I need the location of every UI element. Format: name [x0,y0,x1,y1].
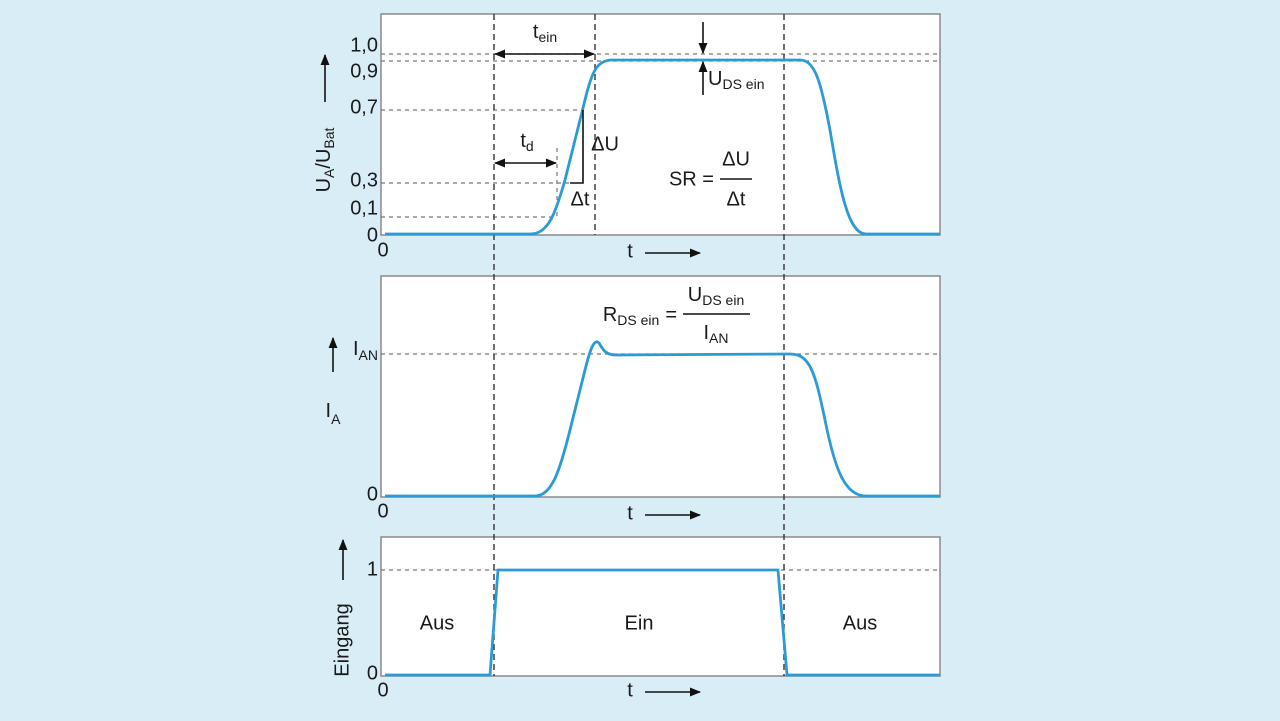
input-curve [385,568,940,677]
y-axis-label: UA/UBat [313,127,336,192]
label-sub: DS ein [722,76,764,92]
formula-lhs: SR = [669,168,714,190]
label-sub: DS ein [702,292,744,308]
tick-label: 1 [367,558,378,580]
t-ein-label: tein [533,21,557,44]
y-axis-label: IA [326,400,342,426]
label-sub: AN [709,330,728,346]
label-sub: Bat [321,127,337,148]
label-text: t [520,130,526,152]
tick-label: 0,7 [350,96,378,118]
label-text: t [533,21,539,43]
tick-label: 0,1 [350,197,378,219]
tick-label: 0,9 [350,60,378,82]
x-origin: 0 [377,679,388,701]
formula-denominator: IAN [703,322,728,345]
label-text: U [708,68,722,90]
plot-frame [380,275,941,498]
tick-label: IAN [353,338,378,362]
voltage-curve [385,58,940,236]
label-text: U [313,178,335,192]
slope-triangle [570,110,584,184]
state-label: Ein [625,612,654,634]
label-text: I [703,322,709,344]
tick-label: 1,0 [350,34,378,56]
label-text: /U [313,149,335,169]
state-label: Aus [843,612,877,634]
delta-u-label: ΔU [591,133,619,155]
plot-frame [380,13,941,236]
x-axis-label: t [627,679,633,701]
tick-label: 0 [367,224,378,246]
state-label: Aus [420,612,454,634]
u-ds-ein-label: UDS ein [708,68,764,91]
current-curve [385,340,940,498]
label-sub: A [321,168,337,178]
x-origin: 0 [377,239,388,261]
label-sub: A [331,411,341,427]
formula-numerator: ΔU [722,148,750,170]
label-sub: ein [538,29,557,45]
x-origin: 0 [377,500,388,522]
x-axis-label: t [627,240,633,262]
label-text: R [603,304,617,326]
label-sub: DS ein [617,312,659,328]
x-axis-label: t [627,502,633,524]
y-axis-label: Eingang [331,603,353,676]
tick-label: 0,3 [350,169,378,191]
label-text: = [665,304,677,326]
label-sub: d [526,138,534,154]
formula-denominator: Δt [727,188,746,210]
tick-label: 0 [367,662,378,684]
label-sub: AN [359,347,378,363]
plot-frame [380,536,941,677]
delta-t-label: Δt [571,188,590,210]
formula-numerator: UDS ein [688,284,744,307]
tick-label: 0 [367,483,378,505]
label-text: I [353,338,359,360]
t-d-label: td [520,130,533,153]
label-text: I [326,400,332,422]
label-text: U [688,284,702,306]
formula-lhs: RDS ein = [603,304,677,327]
